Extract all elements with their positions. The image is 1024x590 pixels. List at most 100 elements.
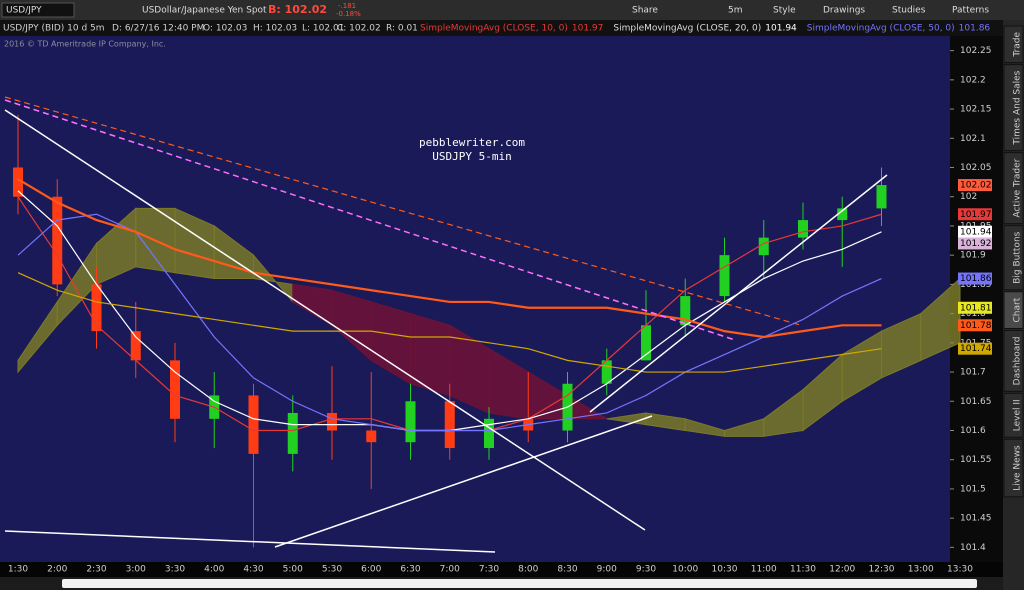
- candle-body: [719, 255, 730, 297]
- x-tick-label: 5:30: [322, 565, 342, 575]
- trend-line: [589, 174, 888, 413]
- candle-body: [248, 395, 259, 454]
- x-tick-label: 13:00: [908, 565, 934, 575]
- side-tab-bg: [1003, 25, 1024, 64]
- side-tab-bg: [1003, 438, 1024, 498]
- x-tick-label: 8:30: [557, 565, 577, 575]
- bid: B: 102.02: [268, 3, 327, 16]
- symbol-box[interactable]: [1, 2, 75, 18]
- x-tick-label: 9:30: [636, 565, 656, 575]
- y-tick-label: 101.45: [960, 514, 992, 524]
- plot-area: [0, 36, 950, 562]
- change: -.181: [338, 2, 356, 10]
- side-tab-bg: [1003, 392, 1024, 438]
- price-tag-label: 101.97: [960, 210, 992, 220]
- x-tick-label: 9:00: [597, 565, 617, 575]
- y-tick-label: 101.65: [960, 397, 992, 407]
- y-tick-label: 101.9: [960, 251, 986, 261]
- side-tab[interactable]: Times And Sales: [1003, 64, 1024, 152]
- candle-body: [170, 360, 180, 419]
- time-axis: [0, 562, 1003, 577]
- x-tick-label: 11:30: [790, 565, 816, 575]
- ma-line: [17, 213, 882, 432]
- x-tick-label: 7:00: [440, 565, 460, 575]
- toolbar-button[interactable]: Drawings: [823, 6, 865, 16]
- annotation: USDJPY 5-min: [432, 150, 511, 163]
- candle-body: [484, 418, 494, 449]
- x-tick-label: 2:00: [47, 565, 67, 575]
- copyright: 2016 © TD Ameritrade IP Company, Inc.: [4, 40, 166, 49]
- y-tick-label: 102: [960, 192, 977, 202]
- toolbar: [0, 0, 1024, 20]
- symbol: USD/JPY: [6, 6, 42, 16]
- header-close: C: 102.02: [337, 24, 381, 34]
- side-tab-label: Active Trader: [1013, 158, 1023, 217]
- y-tick-label: 101.5: [960, 484, 986, 494]
- y-tick-label: 101.7: [960, 368, 986, 378]
- trend-line: [274, 415, 653, 548]
- side-tab[interactable]: Big Buttons: [1003, 225, 1024, 291]
- price-tag-label: 101.74: [960, 344, 992, 354]
- price-tag: [958, 237, 992, 250]
- price-tag-label: 101.94: [960, 227, 992, 237]
- side-tab-label: Dashboard: [1013, 336, 1023, 385]
- y-tick-label: 101.4: [960, 543, 986, 553]
- price-tag: [958, 301, 992, 314]
- candle-body: [758, 237, 769, 256]
- side-tab-bg: [1003, 329, 1024, 392]
- x-tick-label: 4:00: [204, 565, 224, 575]
- legend-entry: SimpleMovingAvg (CLOSE, 10, 0): [420, 24, 568, 34]
- header-low: L: 102.01: [302, 24, 344, 34]
- side-tab[interactable]: Dashboard: [1003, 329, 1024, 392]
- x-tick-label: 10:00: [672, 565, 698, 575]
- side-tab[interactable]: Active Trader: [1003, 152, 1024, 225]
- side-tabs: Trade Times And Sales Active Trader Big But…: [1003, 25, 1024, 498]
- toolbar-button[interactable]: Studies: [892, 6, 926, 16]
- x-tick-label: 13:30: [947, 565, 973, 575]
- x-tick-label: 12:00: [829, 565, 855, 575]
- price-tag: [958, 208, 992, 221]
- legend-value: 101.97: [572, 24, 604, 34]
- candle-body: [444, 401, 455, 449]
- side-tab[interactable]: Level II: [1003, 392, 1024, 438]
- legend-value: 101.86: [959, 24, 991, 34]
- legend-value: 101.94: [765, 24, 797, 34]
- side-tab[interactable]: Trade: [1003, 25, 1024, 64]
- candle-body: [366, 430, 377, 443]
- x-tick-label: 3:30: [165, 565, 185, 575]
- toolbar-button[interactable]: 5m: [728, 6, 743, 16]
- header-open: O: 102.03: [203, 24, 247, 34]
- x-tick-label: 8:00: [518, 565, 538, 575]
- side-tab[interactable]: Live News: [1003, 438, 1024, 498]
- price-tag: [958, 225, 992, 238]
- side-tab-label: Trade: [1013, 32, 1023, 58]
- header-bar: [0, 20, 1003, 36]
- candle-body: [680, 296, 691, 326]
- side-tab-label: Level II: [1013, 399, 1023, 431]
- side-tab[interactable]: Chart: [1003, 291, 1024, 329]
- side-tab-label: Big Buttons: [1013, 231, 1023, 283]
- x-tick-label: 6:30: [400, 565, 420, 575]
- y-tick-label: 101.55: [960, 455, 992, 465]
- header-high: H: 102.03: [253, 24, 297, 34]
- y-tick-label: 102.1: [960, 134, 986, 144]
- header-range: R: 0.01: [386, 24, 418, 34]
- candle-body: [287, 412, 298, 454]
- candle-body: [798, 220, 808, 238]
- y-tick-label: 102.15: [960, 105, 992, 115]
- trend-line: [4, 96, 801, 326]
- side-tab-label: Times And Sales: [1013, 70, 1023, 145]
- x-tick-label: 2:30: [86, 565, 106, 575]
- description: USDollar/Japanese Yen Spot: [142, 6, 267, 16]
- x-tick-label: 7:30: [479, 565, 499, 575]
- toolbar-button[interactable]: Style: [773, 6, 796, 16]
- trend-line: [4, 530, 496, 553]
- side-tab-label: Chart: [1013, 297, 1023, 322]
- x-tick-label: 12:30: [869, 565, 895, 575]
- toolbar-button[interactable]: Share: [632, 6, 658, 16]
- scroll-thumb[interactable]: [62, 579, 977, 588]
- toolbar-button[interactable]: Patterns: [952, 6, 989, 16]
- price-tag-label: 101.81: [960, 303, 992, 313]
- candle-body: [837, 208, 848, 221]
- candle-body: [405, 401, 416, 443]
